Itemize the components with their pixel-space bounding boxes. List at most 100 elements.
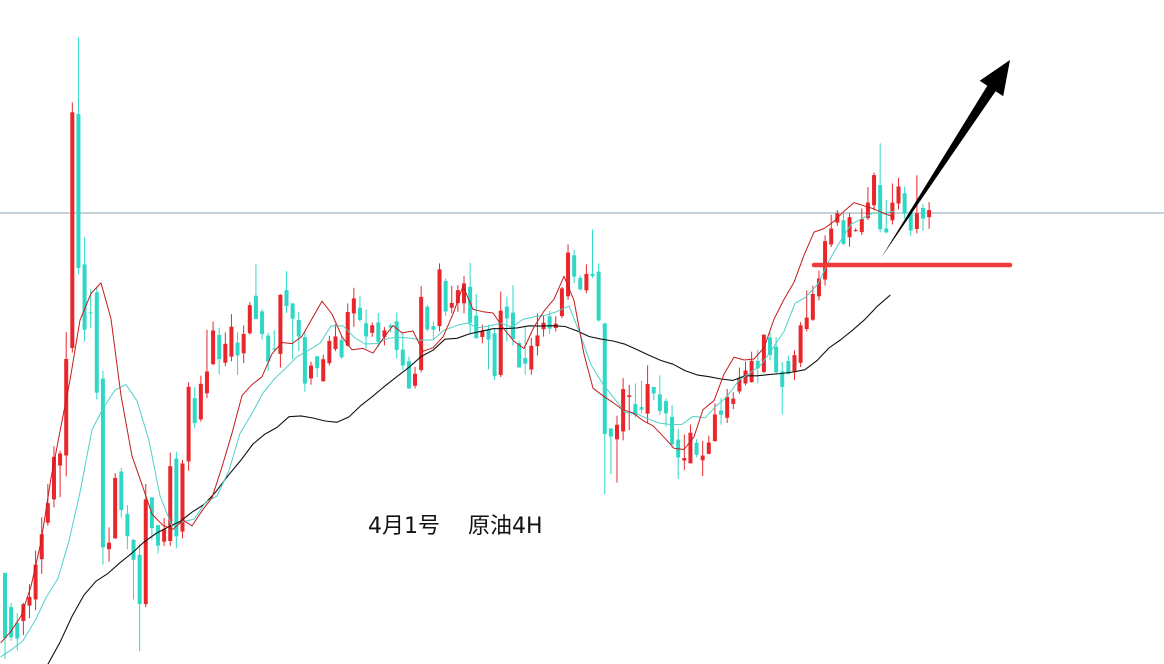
candle [486, 325, 491, 370]
candle [743, 361, 748, 386]
candle [884, 200, 889, 234]
candle-body [535, 335, 540, 347]
candle-body [241, 334, 246, 354]
candle [847, 213, 852, 247]
candle-body [107, 542, 112, 550]
candle-body [878, 185, 883, 230]
candle [137, 543, 142, 652]
candle-body [290, 303, 295, 319]
candle-body [309, 365, 313, 379]
candle [719, 398, 724, 425]
candle-body [712, 414, 717, 442]
candle [406, 356, 411, 390]
candle [125, 505, 130, 550]
candle [260, 309, 265, 340]
candle-body [180, 463, 185, 532]
candle [823, 235, 828, 286]
candle-body [706, 442, 711, 454]
candle [327, 335, 332, 366]
candle [859, 208, 864, 235]
candle-body [413, 373, 418, 386]
candle-body [449, 302, 454, 308]
candle-body [872, 175, 877, 206]
candle [45, 484, 50, 526]
candle-body [559, 288, 564, 317]
candle [437, 263, 442, 332]
moving-averages-layer [0, 202, 895, 664]
candle-body [529, 345, 534, 370]
candle [364, 309, 369, 349]
candle [180, 459, 185, 539]
candle-body [468, 286, 473, 323]
candle [480, 324, 485, 344]
candle [339, 334, 344, 359]
candle-body [9, 607, 14, 638]
candle [902, 186, 907, 219]
candle [682, 434, 687, 471]
candle [113, 473, 118, 540]
candle [3, 572, 7, 659]
candle-body [884, 228, 889, 233]
candles-layer [3, 37, 932, 659]
candle-body [315, 356, 320, 369]
candle-body [3, 572, 7, 639]
candle [278, 294, 283, 368]
candle-body [357, 307, 362, 320]
candle-body [192, 398, 197, 423]
candle-body [143, 499, 148, 605]
candle [143, 484, 148, 608]
candle-body [21, 604, 26, 621]
candle-body [345, 312, 350, 346]
candle-body [823, 241, 828, 280]
candle-body [388, 325, 393, 328]
candle [272, 330, 277, 352]
candle [229, 314, 234, 362]
candle-body [204, 371, 209, 394]
candle [455, 285, 460, 312]
candle [400, 332, 405, 371]
ma-slow-line [47, 294, 891, 664]
candle [535, 313, 540, 356]
candle [211, 321, 216, 366]
candle-body [15, 622, 20, 639]
candle [559, 287, 564, 319]
candle-body [663, 401, 668, 414]
candle-body [198, 383, 203, 420]
candle-body [639, 407, 644, 410]
candle [419, 286, 424, 373]
candle [872, 172, 877, 211]
candle [878, 143, 883, 233]
candle [792, 350, 797, 380]
candle-body [731, 398, 736, 404]
candle [853, 228, 858, 232]
candle-body [492, 333, 497, 377]
candle [33, 550, 38, 611]
candle-body [841, 220, 846, 244]
candle-body [27, 596, 32, 606]
candle-body [58, 453, 63, 466]
candle-body [627, 395, 632, 397]
candle [94, 287, 99, 400]
candle [376, 313, 381, 348]
candle [70, 102, 75, 353]
candle [804, 290, 809, 332]
candle-body [100, 378, 105, 548]
candle [761, 334, 766, 374]
candle-body [774, 346, 779, 373]
candle-body [260, 311, 265, 335]
candle [633, 383, 638, 418]
candle-body [682, 458, 687, 461]
candle [174, 451, 179, 549]
candle [394, 312, 399, 359]
candle [749, 351, 754, 383]
candle [504, 296, 509, 342]
candle-body [596, 271, 601, 321]
candle-body [64, 359, 69, 456]
candle [670, 405, 675, 448]
candle [351, 287, 356, 327]
candle [64, 332, 69, 477]
candle [9, 602, 14, 641]
candle [651, 387, 656, 400]
candle-body [725, 396, 730, 418]
candle [156, 525, 160, 554]
